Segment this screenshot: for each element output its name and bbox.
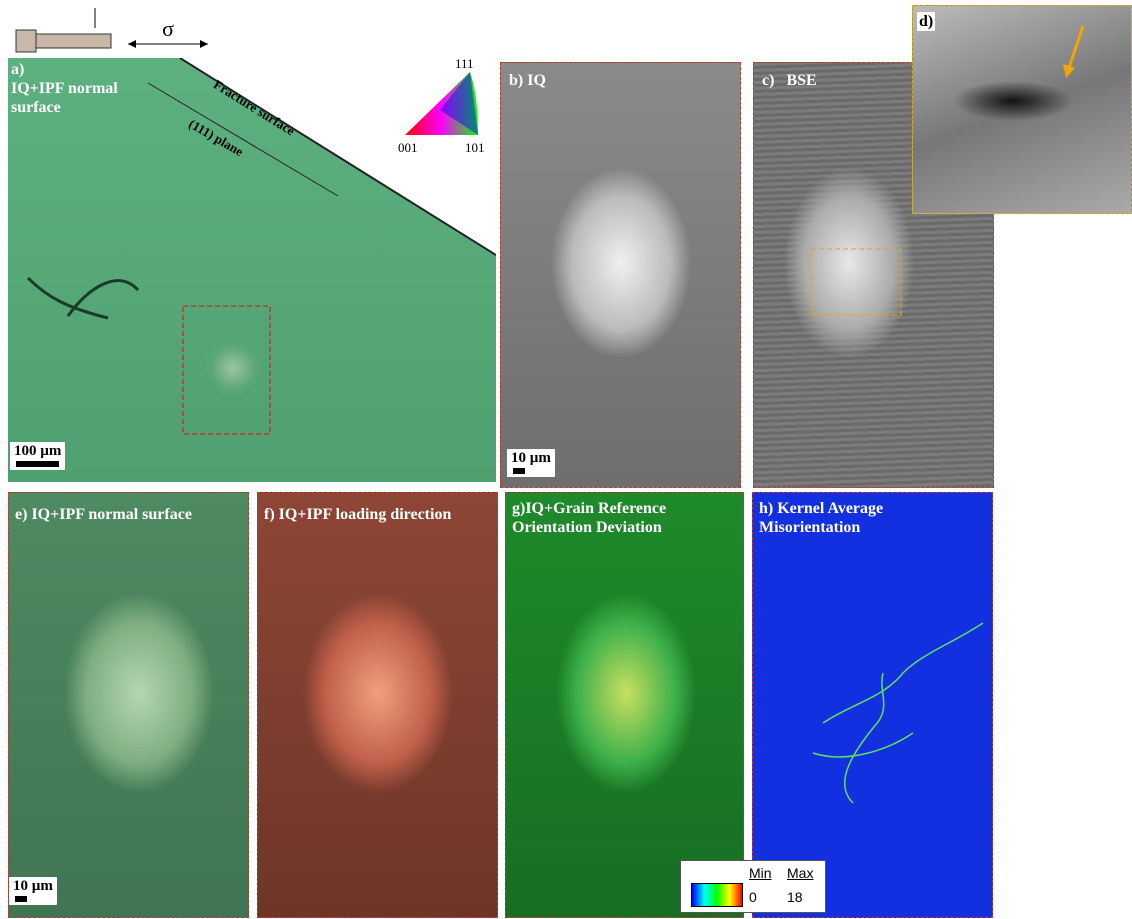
- bar: [513, 468, 525, 474]
- title: BSE: [786, 72, 816, 89]
- label: e): [15, 506, 27, 523]
- panel-label: g)IQ+Grain Reference Orientation Deviati…: [512, 499, 722, 537]
- arrow: [1068, 26, 1083, 71]
- panel-d-overlay: [913, 6, 1132, 214]
- scale-text: 10 µm: [511, 450, 551, 466]
- title: IQ+Grain Reference Orientation Deviation: [512, 500, 666, 536]
- panel-label: h) Kernel Average Misorientation: [759, 499, 909, 537]
- boundary: [813, 623, 983, 803]
- scale-bar: 10 µm: [9, 877, 57, 905]
- panel-d: d): [912, 5, 1132, 214]
- arrow-head: [1063, 64, 1075, 78]
- panel-label: b) IQ: [509, 71, 546, 90]
- panel-label: c) BSE: [762, 71, 817, 90]
- label: c): [762, 72, 774, 89]
- max-label: Max: [787, 865, 813, 881]
- label: g): [512, 500, 525, 517]
- panel-label: d): [917, 12, 935, 31]
- scale-text: 100 µm: [14, 443, 61, 459]
- ipf-label: 101: [465, 140, 485, 155]
- panel-h-overlay: [753, 493, 993, 918]
- title: IQ+IPF loading direction: [279, 506, 452, 523]
- panel-e: e) IQ+IPF normal surface 10 µm: [8, 492, 249, 918]
- scale-text: 10 µm: [13, 878, 53, 894]
- zoom-box: [811, 249, 901, 315]
- ipf-label: 001: [398, 140, 418, 155]
- panel-f: f) IQ+IPF loading direction: [257, 492, 498, 918]
- title: Kernel Average Misorientation: [759, 500, 883, 536]
- min-label: Min: [749, 865, 772, 881]
- zoom-box: [183, 306, 270, 434]
- panel-label: e) IQ+IPF normal surface: [15, 505, 192, 524]
- crack: [28, 278, 138, 318]
- max-value: 18: [787, 889, 803, 905]
- label: f): [264, 506, 275, 523]
- ipf-label: 111: [455, 56, 474, 71]
- min-value: 0: [749, 889, 757, 905]
- panel-b: b) IQ 10 µm: [500, 62, 741, 488]
- panel-g: g)IQ+Grain Reference Orientation Deviati…: [505, 492, 744, 918]
- panel-h: h) Kernel Average Misorientation: [752, 492, 993, 918]
- scale-bar: 100 µm: [10, 442, 65, 470]
- label: b): [509, 72, 523, 89]
- title: IQ+IPF normal surface: [31, 506, 192, 523]
- colorbar: Min 0 Max 18: [680, 860, 826, 913]
- title: IQ: [527, 72, 546, 89]
- figure: σ a)IQ+IPF normal surface Fracture surfa…: [0, 0, 1132, 919]
- color-ramp: [691, 883, 743, 907]
- bar: [16, 461, 59, 467]
- label: h): [759, 500, 773, 517]
- bar: [15, 896, 27, 902]
- panel-label: f) IQ+IPF loading direction: [264, 505, 451, 524]
- scale-bar: 10 µm: [507, 449, 555, 477]
